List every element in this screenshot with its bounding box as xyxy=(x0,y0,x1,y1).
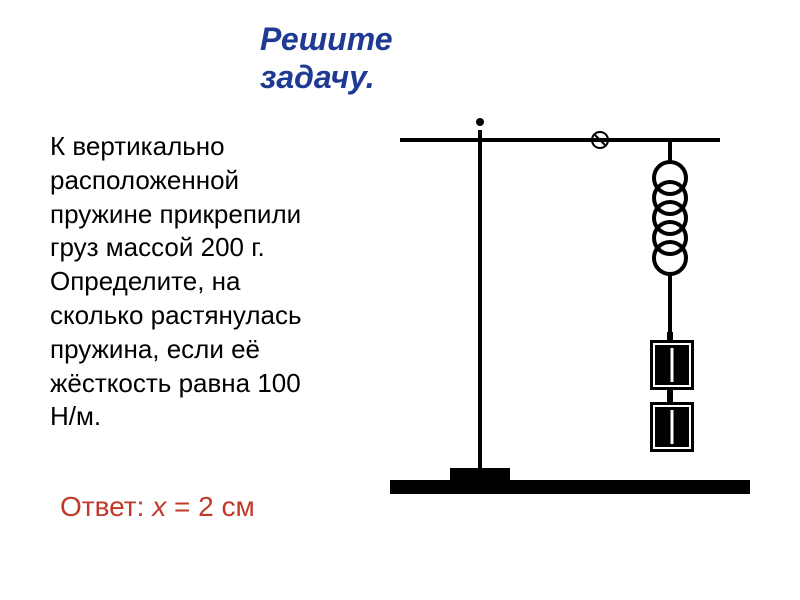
answer-label: Ответ: xyxy=(60,491,152,522)
apparatus-diagram xyxy=(370,110,770,510)
answer-line: Ответ: x = 2 см xyxy=(60,490,255,524)
problem-text: К вертикально расположенной пружине прик… xyxy=(50,130,330,434)
page-title: Решите задачу. xyxy=(260,20,393,97)
answer-value: = 2 см xyxy=(166,491,255,522)
answer-variable: x xyxy=(152,491,166,522)
